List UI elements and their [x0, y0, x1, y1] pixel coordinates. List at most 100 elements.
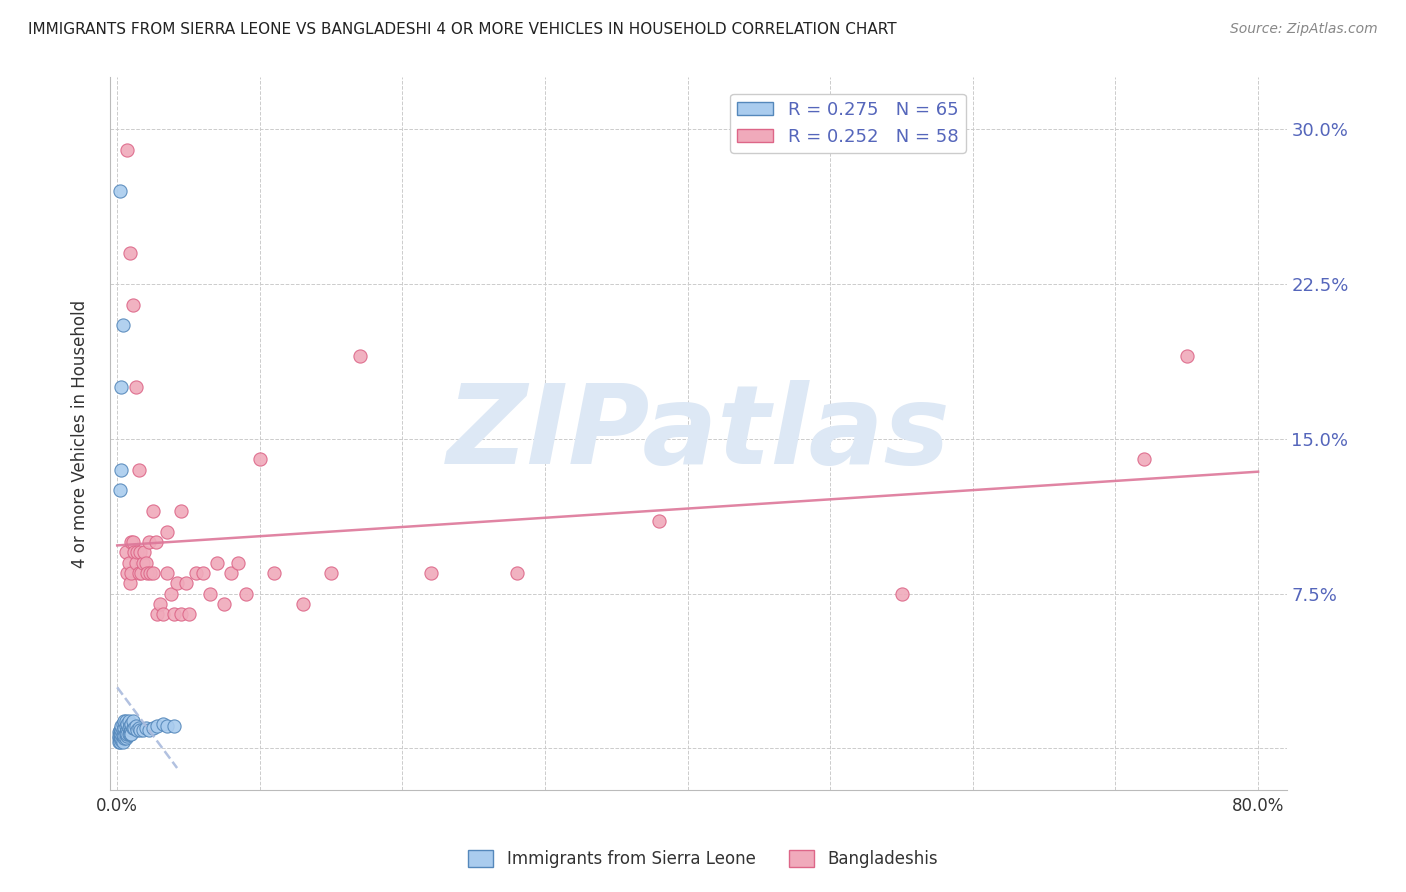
Point — [132, 556, 155, 570]
Point — [111, 318, 134, 333]
Point — [118, 576, 141, 591]
Point — [111, 716, 134, 731]
Point — [249, 452, 271, 467]
Point — [122, 535, 145, 549]
Point — [108, 483, 131, 498]
Point — [125, 718, 148, 732]
Point — [114, 731, 136, 745]
Point — [163, 607, 186, 622]
Point — [228, 556, 250, 570]
Point — [114, 714, 136, 729]
Point — [198, 586, 221, 600]
Point — [135, 556, 157, 570]
Point — [112, 714, 135, 729]
Point — [112, 731, 135, 745]
Point — [128, 566, 150, 580]
Point — [129, 723, 152, 737]
Point — [112, 721, 135, 735]
Point — [117, 556, 139, 570]
Point — [146, 607, 169, 622]
Point — [118, 718, 141, 732]
Point — [110, 733, 132, 747]
Point — [117, 721, 139, 735]
Point — [107, 731, 129, 745]
Point — [205, 556, 228, 570]
Point — [121, 535, 143, 549]
Point — [152, 716, 174, 731]
Point — [118, 246, 141, 260]
Point — [127, 545, 149, 559]
Point — [152, 607, 174, 622]
Point — [420, 566, 443, 580]
Point — [111, 727, 134, 741]
Point — [114, 727, 136, 741]
Y-axis label: 4 or more Vehicles in Household: 4 or more Vehicles in Household — [72, 300, 89, 567]
Point — [121, 727, 143, 741]
Point — [121, 723, 143, 737]
Point — [146, 718, 169, 732]
Point — [110, 724, 132, 739]
Point — [115, 727, 138, 741]
Point — [121, 716, 143, 731]
Point — [135, 721, 157, 735]
Point — [349, 349, 371, 363]
Point — [124, 545, 146, 559]
Point — [117, 714, 139, 729]
Point — [114, 545, 136, 559]
Point — [125, 556, 148, 570]
Point — [114, 724, 136, 739]
Point — [121, 566, 143, 580]
Point — [115, 716, 138, 731]
Point — [221, 566, 243, 580]
Point — [263, 566, 285, 580]
Point — [890, 586, 912, 600]
Point — [122, 297, 145, 311]
Point — [108, 727, 131, 741]
Point — [131, 566, 153, 580]
Point — [321, 566, 343, 580]
Point — [166, 576, 188, 591]
Point — [111, 723, 134, 737]
Point — [122, 721, 145, 735]
Point — [115, 729, 138, 743]
Point — [184, 566, 207, 580]
Point — [142, 504, 165, 518]
Point — [110, 380, 132, 394]
Point — [136, 566, 159, 580]
Point — [132, 723, 155, 737]
Point — [122, 714, 145, 729]
Point — [170, 607, 193, 622]
Point — [115, 723, 138, 737]
Point — [174, 576, 197, 591]
Point — [118, 724, 141, 739]
Point — [107, 735, 129, 749]
Point — [108, 723, 131, 737]
Point — [139, 566, 162, 580]
Point — [110, 723, 132, 737]
Point — [108, 731, 131, 745]
Point — [191, 566, 214, 580]
Point — [115, 143, 138, 157]
Point — [1175, 349, 1198, 363]
Point — [128, 721, 150, 735]
Point — [107, 724, 129, 739]
Point — [142, 566, 165, 580]
Point — [129, 545, 152, 559]
Point — [108, 184, 131, 198]
Point — [108, 727, 131, 741]
Text: IMMIGRANTS FROM SIERRA LEONE VS BANGLADESHI 4 OR MORE VEHICLES IN HOUSEHOLD CORR: IMMIGRANTS FROM SIERRA LEONE VS BANGLADE… — [28, 22, 897, 37]
Point — [112, 724, 135, 739]
Point — [114, 718, 136, 732]
Point — [110, 718, 132, 732]
Text: Source: ZipAtlas.com: Source: ZipAtlas.com — [1230, 22, 1378, 37]
Point — [110, 727, 132, 741]
Legend: R = 0.275   N = 65, R = 0.252   N = 58: R = 0.275 N = 65, R = 0.252 N = 58 — [730, 94, 966, 153]
Point — [505, 566, 527, 580]
Point — [107, 729, 129, 743]
Point — [156, 566, 179, 580]
Point — [108, 733, 131, 747]
Point — [110, 729, 132, 743]
Point — [124, 721, 146, 735]
Point — [110, 731, 132, 745]
Point — [108, 735, 131, 749]
